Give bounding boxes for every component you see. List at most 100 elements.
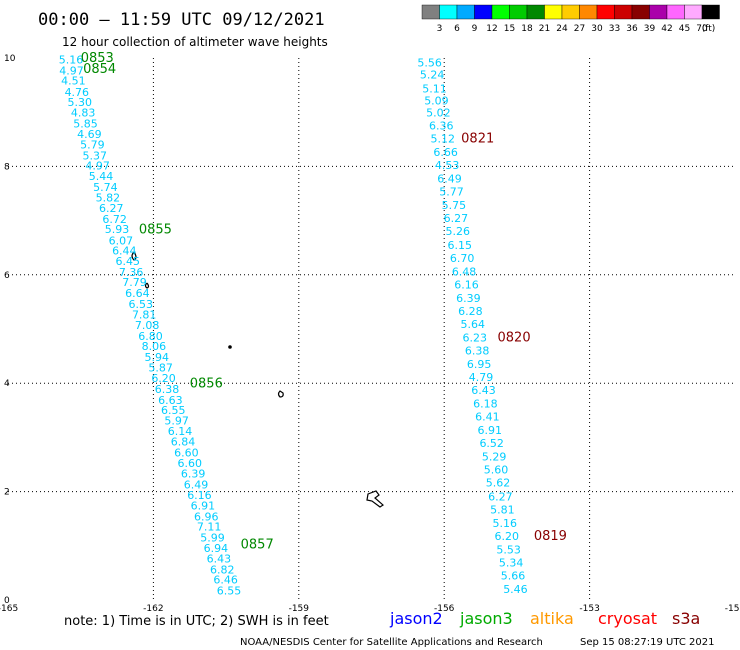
wave-height-label: 4.76 xyxy=(65,86,90,99)
wave-height-label: 6.91 xyxy=(191,499,216,512)
wave-height-label: 4.69 xyxy=(77,128,102,141)
wave-height-label: 6.72 xyxy=(102,213,127,226)
wave-height-label: 6.27 xyxy=(488,490,513,503)
island-shape xyxy=(366,490,384,508)
colorbar-label: 70 xyxy=(696,24,708,34)
colorbar-swatch xyxy=(701,4,720,20)
wave-height-label: 5.77 xyxy=(439,186,464,199)
colorbar-swatch xyxy=(544,4,563,20)
wave-height-label: 5.93 xyxy=(105,223,130,236)
wave-height-label: 7.79 xyxy=(122,276,147,289)
wave-height-label: 6.52 xyxy=(479,437,504,450)
wave-height-label: 6.60 xyxy=(174,446,199,459)
wave-height-label: 6.38 xyxy=(155,383,180,396)
wave-height-label: 5.16 xyxy=(59,53,84,66)
wave-height-label: 6.91 xyxy=(478,424,503,437)
wave-height-label: 5.16 xyxy=(493,517,518,530)
y-tick-label: 6 xyxy=(4,271,10,281)
wave-height-label: 6.80 xyxy=(138,330,163,343)
wave-height-label: 6.55 xyxy=(161,404,186,417)
colorbar-swatch xyxy=(631,4,650,20)
colorbar-label: 42 xyxy=(661,24,672,34)
footer-agency: NOAA/NESDIS Center for Satellite Applica… xyxy=(240,637,543,648)
colorbar-label: 15 xyxy=(504,24,515,34)
colorbar-swatch xyxy=(649,4,668,20)
wave-height-label: 6.36 xyxy=(429,120,454,133)
colorbar-legend: 3 6 9 12 15 18 21 24 27 30 33 36 39 42 45 70(ft) xyxy=(421,4,720,34)
y-tick-label: 0 xyxy=(4,596,10,606)
wave-height-label: 6.63 xyxy=(158,394,183,407)
colorbar-label: 27 xyxy=(574,24,585,34)
wave-height-label: 6.41 xyxy=(475,411,500,424)
colorbar-swatch xyxy=(456,4,475,20)
wave-height-label: 6.20 xyxy=(494,530,519,543)
wave-height-label: 6.49 xyxy=(437,173,462,186)
wave-height-label: 7.11 xyxy=(197,521,222,534)
wave-height-label: 5.81 xyxy=(490,503,515,516)
wave-height-label: 6.07 xyxy=(109,234,134,247)
chart-title: 00:00 – 11:59 UTC 09/12/2021 xyxy=(38,10,325,30)
wave-height-label: 6.16 xyxy=(454,278,479,291)
satellite-track-2: 5.565.245.115.095.026.365.126.664.536.49… xyxy=(417,57,567,596)
wave-height-label: 5.79 xyxy=(80,139,105,152)
wave-height-label: 6.82 xyxy=(210,563,235,576)
colorbar-swatch xyxy=(509,4,528,20)
wave-height-label: 5.11 xyxy=(422,83,447,96)
wave-height-label: 6.53 xyxy=(129,298,154,311)
wave-height-label: 6.45 xyxy=(115,255,140,268)
island-shape xyxy=(277,390,284,398)
colorbar-label: 9 xyxy=(472,24,478,34)
wave-height-label: 5.30 xyxy=(67,96,92,109)
wave-height-label: 6.95 xyxy=(467,358,492,371)
wave-height-label: 5.66 xyxy=(501,569,526,582)
legend-entry-jason3: jason3 xyxy=(459,609,513,628)
wave-height-label: 7.08 xyxy=(135,319,160,332)
footer-timestamp: Sep 15 08:27:19 UTC 2021 xyxy=(580,637,714,648)
wave-height-label: 5.53 xyxy=(496,543,521,556)
colorbar-swatch xyxy=(579,4,598,20)
wave-height-label: 6.18 xyxy=(473,398,498,411)
y-tick-label: 4 xyxy=(4,379,10,389)
x-tick-label: -162 xyxy=(143,604,163,614)
colorbar-swatch xyxy=(684,4,703,20)
colorbar-label: 6 xyxy=(454,24,460,34)
colorbar-swatch xyxy=(474,4,493,20)
wave-height-label: 6.94 xyxy=(204,542,229,555)
time-label: 0819 xyxy=(534,529,567,544)
colorbar-swatch xyxy=(439,4,458,20)
wave-height-label: 6.27 xyxy=(99,202,124,215)
legend-entry-cryosat: cryosat xyxy=(598,609,657,628)
wave-height-label: 5.74 xyxy=(93,181,118,194)
wave-height-label: 6.39 xyxy=(456,292,481,305)
colorbar-label: 3 xyxy=(437,24,443,34)
island-shape xyxy=(131,251,137,261)
satellite-track-1: 5.164.974.514.765.304.835.854.695.795.37… xyxy=(59,51,274,598)
wave-height-label: 6.64 xyxy=(125,287,150,300)
colorbar-swatch xyxy=(526,4,545,20)
colorbar-label: 24 xyxy=(556,24,568,34)
wave-height-label: 6.96 xyxy=(194,510,219,523)
wave-height-label: 5.34 xyxy=(499,556,524,569)
time-label: 0820 xyxy=(498,330,531,345)
wave-height-label: 5.99 xyxy=(200,531,225,544)
y-tick-label: 10 xyxy=(4,54,16,64)
colorbar-label: 39 xyxy=(644,24,656,34)
wave-height-label: 5.75 xyxy=(442,199,467,212)
wave-height-label: 5.64 xyxy=(461,318,486,331)
wave-height-label: 5.26 xyxy=(446,225,471,238)
wave-height-label: 5.09 xyxy=(424,95,449,108)
wave-height-label: 6.70 xyxy=(450,252,475,265)
island-outlines xyxy=(131,251,384,508)
wave-height-label: 5.29 xyxy=(482,451,507,464)
wave-height-label: 6.38 xyxy=(465,344,490,357)
wave-height-label: 5.97 xyxy=(164,414,189,427)
wave-height-label: 4.51 xyxy=(61,75,86,88)
colorbar-label: 36 xyxy=(626,24,638,34)
data-layer: 5.164.974.514.765.304.835.854.695.795.37… xyxy=(59,51,567,598)
wave-height-label: 5.60 xyxy=(484,464,509,477)
time-label: 0856 xyxy=(190,377,223,392)
wave-height-label: 6.49 xyxy=(184,478,209,491)
wave-height-label: 5.56 xyxy=(417,57,442,70)
x-tick-label: -153 xyxy=(579,604,599,614)
y-tick-label: 2 xyxy=(4,488,10,498)
